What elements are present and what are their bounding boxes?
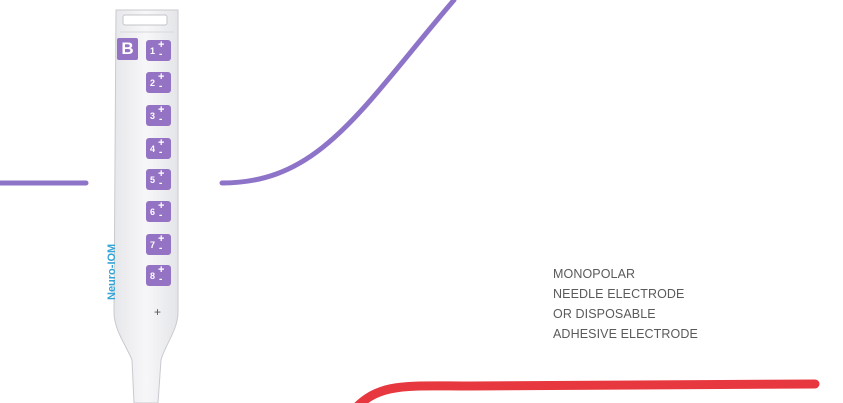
plus-icon: + — [158, 233, 165, 245]
minus-icon: - — [159, 243, 163, 254]
description-line: NEEDLE ELECTRODE — [553, 287, 685, 301]
brand-label: Neuro-IOM — [106, 243, 118, 300]
curved-purple-lead — [219, 0, 457, 186]
minus-icon: - — [159, 210, 163, 221]
channel-7-contact: 7 + - — [146, 234, 171, 255]
description-line: MONOPOLAR — [553, 267, 636, 281]
minus-icon: - — [159, 114, 163, 125]
channel-8-contact: 8 + - — [146, 265, 171, 286]
probe-top-slot — [122, 14, 168, 26]
description-line: ADHESIVE ELECTRODE — [553, 327, 698, 341]
channel-number: 1 — [150, 46, 156, 56]
channel-2-contact: 2 + - — [146, 72, 171, 93]
channel-number: 4 — [150, 144, 156, 154]
channel-4-contact: 4 + - — [146, 138, 171, 159]
plus-icon: + — [158, 104, 165, 116]
plus-icon: + — [158, 39, 165, 51]
plus-icon: + — [158, 71, 165, 83]
channel-number: 7 — [150, 240, 156, 250]
channel-number: 2 — [150, 78, 156, 88]
channel-5-contact: 5 + - — [146, 169, 171, 190]
channel-number: 5 — [150, 175, 156, 185]
minus-icon: - — [159, 147, 163, 158]
minus-icon: - — [159, 178, 163, 189]
channel-3-contact: 3 + - — [146, 105, 171, 126]
channel-1-contact: 1 + - — [146, 40, 171, 61]
channel-number: 3 — [150, 111, 156, 121]
channel-number: 8 — [150, 271, 156, 281]
channel-6-contact: 6 + - — [146, 201, 171, 222]
red-lead — [354, 379, 820, 403]
minus-icon: - — [159, 274, 163, 285]
minus-icon: - — [159, 49, 163, 60]
ground-symbol: + — [154, 305, 162, 319]
electrode-description: MONOPOLAR NEEDLE ELECTRODE OR DISPOSABLE… — [553, 264, 698, 344]
plus-icon: + — [158, 168, 165, 180]
plus-icon: + — [158, 264, 165, 276]
minus-icon: - — [159, 81, 163, 92]
channel-number: 6 — [150, 207, 156, 217]
bank-letter-badge: B — [117, 38, 138, 60]
description-line: OR DISPOSABLE — [553, 307, 656, 321]
plus-icon: + — [158, 137, 165, 149]
plus-icon: + — [158, 200, 165, 212]
